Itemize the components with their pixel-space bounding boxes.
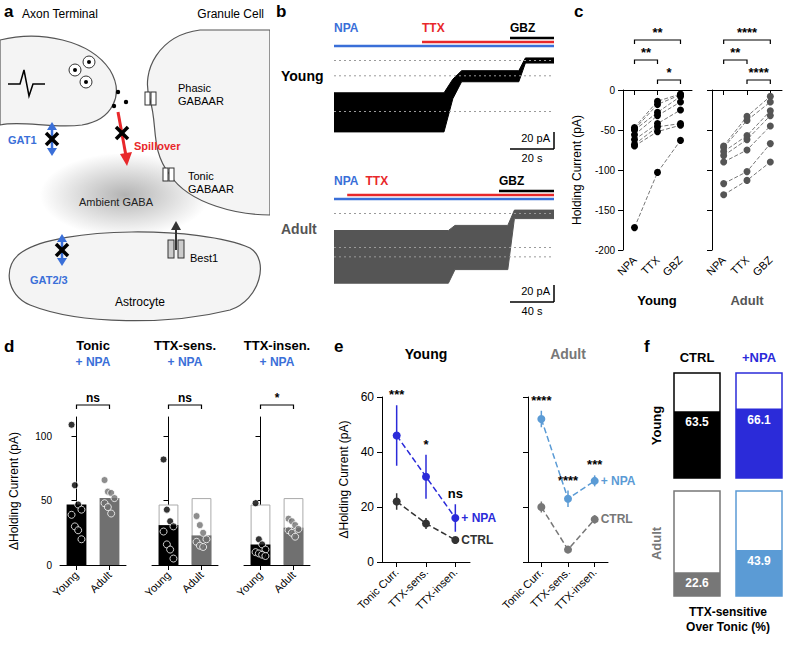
svg-text:60: 60 bbox=[361, 390, 375, 404]
svg-text:-50: -50 bbox=[601, 125, 616, 136]
svg-text:TTX-insen.: TTX-insen. bbox=[413, 566, 459, 612]
svg-text:Axon Terminal: Axon Terminal bbox=[22, 7, 98, 21]
svg-text:ΔHolding Current (pA): ΔHolding Current (pA) bbox=[337, 420, 351, 538]
svg-text:CTRL: CTRL bbox=[680, 350, 715, 365]
svg-text:Young: Young bbox=[143, 569, 173, 599]
svg-text:Best1: Best1 bbox=[190, 252, 218, 264]
svg-text:TTX-sens.: TTX-sens. bbox=[154, 338, 216, 353]
svg-text:Young: Young bbox=[405, 346, 448, 362]
html-text:a: a bbox=[4, 2, 14, 21]
svg-text:GAT2/3: GAT2/3 bbox=[30, 274, 68, 286]
svg-text:GAT1: GAT1 bbox=[8, 134, 37, 146]
html-text:e: e bbox=[334, 337, 344, 356]
html-text:f: f bbox=[644, 337, 650, 356]
svg-text:0: 0 bbox=[367, 555, 374, 569]
svg-text:Adult: Adult bbox=[180, 569, 206, 595]
svg-text:20 pA: 20 pA bbox=[521, 132, 550, 144]
svg-text:TonicGABAAR: TonicGABAAR bbox=[188, 170, 234, 195]
svg-text:Adult: Adult bbox=[281, 221, 317, 237]
svg-text:43.9: 43.9 bbox=[747, 554, 771, 568]
svg-text:Holding Current (pA): Holding Current (pA) bbox=[570, 115, 584, 225]
svg-text:-150: -150 bbox=[595, 205, 615, 216]
svg-text:*: * bbox=[666, 65, 672, 80]
svg-text:-100: -100 bbox=[595, 165, 615, 176]
svg-text:TTX: TTX bbox=[422, 21, 445, 35]
svg-text:+ NPA: + NPA bbox=[601, 474, 636, 488]
svg-text:Tonic Curr.: Tonic Curr. bbox=[355, 565, 401, 612]
svg-text:Young: Young bbox=[649, 406, 664, 446]
svg-text:TTX-insen.: TTX-insen. bbox=[244, 338, 310, 353]
svg-text:ΔHolding Current (pA): ΔHolding Current (pA) bbox=[7, 432, 21, 550]
svg-text:+ NPA: + NPA bbox=[168, 355, 203, 369]
svg-text:**: ** bbox=[652, 25, 663, 40]
svg-text:Adult: Adult bbox=[88, 569, 114, 595]
svg-text:+ NPA: + NPA bbox=[260, 355, 295, 369]
svg-text:63.5: 63.5 bbox=[685, 415, 709, 429]
svg-text:20 s: 20 s bbox=[522, 152, 543, 164]
svg-text:TTX-sens.: TTX-sens. bbox=[385, 565, 431, 611]
svg-text:GBZ: GBZ bbox=[499, 174, 524, 188]
svg-text:20 pA: 20 pA bbox=[521, 285, 550, 297]
svg-text:***: *** bbox=[587, 457, 603, 472]
svg-text:TTX: TTX bbox=[728, 253, 752, 277]
svg-text:TTX-sensitive: TTX-sensitive bbox=[689, 605, 767, 619]
svg-text:Adult: Adult bbox=[550, 346, 586, 362]
svg-text:+ NPA: + NPA bbox=[76, 355, 111, 369]
svg-text:TTX-sens.: TTX-sens. bbox=[527, 565, 573, 611]
svg-text:22.6: 22.6 bbox=[685, 576, 709, 590]
svg-text:Over Tonic (%): Over Tonic (%) bbox=[686, 620, 770, 634]
svg-text:Adult: Adult bbox=[272, 569, 298, 595]
svg-text:Granule Cell: Granule Cell bbox=[197, 7, 264, 21]
svg-text:****: **** bbox=[737, 25, 758, 40]
svg-text:**: ** bbox=[641, 45, 652, 60]
svg-text:*: * bbox=[275, 391, 280, 405]
svg-text:Young: Young bbox=[637, 293, 677, 308]
svg-text:TTX-insen.: TTX-insen. bbox=[552, 566, 598, 612]
svg-text:Young: Young bbox=[51, 569, 81, 599]
svg-text:ns: ns bbox=[178, 391, 192, 405]
svg-text:TTX: TTX bbox=[366, 174, 389, 188]
svg-text:0: 0 bbox=[609, 85, 615, 96]
svg-text:CTRL: CTRL bbox=[461, 533, 493, 547]
svg-text:Adult: Adult bbox=[649, 526, 664, 560]
svg-text:PhasicGABAAR: PhasicGABAAR bbox=[178, 82, 224, 107]
svg-text:GBZ: GBZ bbox=[510, 21, 535, 35]
svg-text:Spillover: Spillover bbox=[134, 140, 181, 152]
svg-text:Tonic: Tonic bbox=[76, 338, 110, 353]
svg-text:66.1: 66.1 bbox=[747, 413, 771, 427]
svg-text:TTX: TTX bbox=[639, 253, 663, 277]
svg-text:GBZ: GBZ bbox=[660, 254, 685, 279]
svg-text:+NPA: +NPA bbox=[742, 350, 777, 365]
svg-text:-200: -200 bbox=[595, 245, 615, 256]
html-text:d: d bbox=[4, 337, 15, 356]
svg-text:****: **** bbox=[531, 393, 552, 408]
svg-text:***: *** bbox=[389, 387, 405, 402]
svg-text:Young: Young bbox=[235, 569, 265, 599]
svg-text:40: 40 bbox=[361, 445, 375, 459]
svg-text:NPA: NPA bbox=[615, 253, 639, 277]
svg-text:CTRL: CTRL bbox=[601, 512, 633, 526]
svg-text:ns: ns bbox=[448, 486, 463, 501]
svg-text:GBZ: GBZ bbox=[750, 254, 775, 279]
svg-text:Tonic Curr.: Tonic Curr. bbox=[500, 565, 546, 612]
svg-text:****: **** bbox=[749, 65, 770, 80]
html-text:c: c bbox=[574, 2, 584, 21]
svg-text:+ NPA: + NPA bbox=[461, 511, 496, 525]
html-text:b: b bbox=[276, 2, 287, 21]
svg-text:NPA: NPA bbox=[334, 21, 359, 35]
svg-text:**: ** bbox=[730, 45, 741, 60]
svg-text:Young: Young bbox=[281, 68, 324, 84]
svg-text:40 s: 40 s bbox=[522, 305, 543, 317]
svg-text:100: 100 bbox=[35, 431, 52, 442]
svg-text:Astrocyte: Astrocyte bbox=[115, 295, 165, 309]
svg-text:NPA: NPA bbox=[704, 253, 728, 277]
svg-text:Adult: Adult bbox=[730, 293, 764, 308]
svg-text:50: 50 bbox=[41, 495, 53, 506]
svg-text:Ambient GABA: Ambient GABA bbox=[79, 196, 154, 208]
svg-text:*: * bbox=[423, 437, 429, 452]
svg-text:20: 20 bbox=[361, 500, 375, 514]
svg-text:0: 0 bbox=[46, 560, 52, 571]
svg-text:ns: ns bbox=[86, 391, 100, 405]
svg-text:NPA: NPA bbox=[334, 174, 359, 188]
